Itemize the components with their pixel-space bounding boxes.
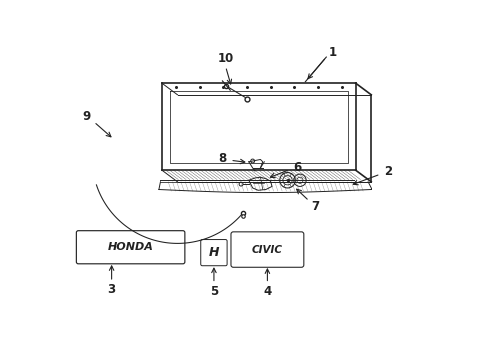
Text: 8: 8 bbox=[219, 152, 226, 165]
Text: 1: 1 bbox=[328, 46, 337, 59]
Text: H: H bbox=[209, 246, 219, 259]
Text: CIVIC: CIVIC bbox=[252, 244, 283, 255]
Text: 9: 9 bbox=[82, 110, 90, 123]
Text: HONDA: HONDA bbox=[108, 242, 153, 252]
Text: 7: 7 bbox=[311, 200, 319, 213]
Text: 4: 4 bbox=[263, 285, 271, 298]
Text: 2: 2 bbox=[384, 165, 392, 178]
FancyBboxPatch shape bbox=[201, 239, 227, 266]
Text: 6: 6 bbox=[294, 161, 302, 174]
Text: 10: 10 bbox=[218, 52, 234, 65]
Text: 3: 3 bbox=[108, 283, 116, 296]
FancyBboxPatch shape bbox=[231, 232, 304, 267]
Text: 5: 5 bbox=[210, 285, 218, 298]
FancyBboxPatch shape bbox=[76, 231, 185, 264]
